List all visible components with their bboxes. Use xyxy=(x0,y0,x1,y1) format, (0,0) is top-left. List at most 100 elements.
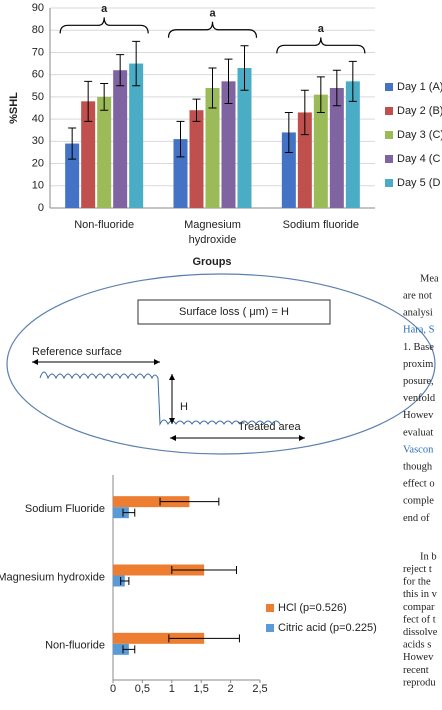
x-tick-label: hydroxide xyxy=(189,234,237,246)
x-tick-label: 0,5 xyxy=(135,683,150,695)
x-tick-label: 2 xyxy=(228,683,234,695)
text-line: reject t xyxy=(403,564,432,575)
error-bar xyxy=(192,98,201,122)
legend-swatch xyxy=(266,624,274,632)
x-tick-label: 1,5 xyxy=(194,683,209,695)
bar xyxy=(345,81,360,208)
y-tick-label: 70 xyxy=(32,46,44,58)
error-bar xyxy=(122,508,136,517)
y-axis-title: %SHL xyxy=(8,92,20,124)
text-line: recent xyxy=(403,665,429,676)
bar xyxy=(313,94,328,208)
bar xyxy=(97,96,112,208)
text-line: Howev xyxy=(403,410,434,421)
text-line: Hara, S xyxy=(403,325,435,336)
legend-label: Day 5 (D xyxy=(397,177,440,189)
error-bar xyxy=(100,83,109,111)
text-line: for the xyxy=(403,577,431,588)
formula-box xyxy=(137,299,331,325)
legend-swatch xyxy=(385,179,393,187)
formula: Surface loss ( μm) = H xyxy=(179,306,289,318)
h-label: H xyxy=(180,401,188,413)
arrow-heads xyxy=(169,374,175,424)
bar xyxy=(113,507,129,519)
bar xyxy=(81,101,96,208)
surface-diagram: Surface loss ( μm) = H Reference surface… xyxy=(6,273,436,455)
text-column: Mea are not analysi Hara, S 1. Base proxim pos… xyxy=(403,273,439,688)
y-tick-label: 90 xyxy=(32,2,44,14)
bar xyxy=(329,88,344,208)
bar xyxy=(113,643,129,655)
error-bar xyxy=(116,54,125,87)
bar xyxy=(189,110,204,208)
bar xyxy=(297,112,312,208)
y-tick-label: 60 xyxy=(32,69,44,81)
text-line: evaluat xyxy=(403,427,433,438)
error-bar xyxy=(316,76,325,113)
brace xyxy=(167,21,258,38)
x-tick-label: 1 xyxy=(169,683,175,695)
treated-label: Treated area xyxy=(238,421,301,433)
text-line: Vascon xyxy=(403,444,434,455)
brace xyxy=(59,17,149,34)
error-bar xyxy=(84,80,93,122)
error-bar xyxy=(208,67,217,109)
annotation: a xyxy=(209,8,216,20)
brace xyxy=(276,37,366,54)
text-line: this in v xyxy=(403,589,438,600)
error-bar xyxy=(120,577,130,585)
bar xyxy=(281,132,296,208)
x-axis-title: Groups xyxy=(192,256,231,268)
error-bar xyxy=(122,645,136,654)
legend-label: Day 2 (B) xyxy=(397,105,442,117)
x-tick-label: Magnesium xyxy=(184,219,241,231)
legend-label: Citric acid (p=0.225) xyxy=(278,622,377,634)
text-line: 1. Base xyxy=(403,342,434,353)
diagram-outline xyxy=(6,273,436,455)
error-bar xyxy=(240,45,249,91)
text-line: analysi xyxy=(403,308,433,319)
text-line: reprodu xyxy=(403,677,436,688)
text-line: dissolve xyxy=(403,627,438,638)
x-tick-label: Non-fluoride xyxy=(74,219,134,231)
error-bar xyxy=(159,497,220,506)
legend-swatch xyxy=(385,83,393,91)
legend-swatch xyxy=(385,131,393,139)
y-tick-label: 20 xyxy=(32,157,44,169)
error-bar xyxy=(176,120,185,158)
text-line: end of xyxy=(403,513,430,524)
legend-swatch xyxy=(385,155,393,163)
y-tick-label: 0 xyxy=(38,202,44,214)
y-tick-label: Non-fluoride xyxy=(45,640,105,652)
legend-label: Day 3 (C) xyxy=(397,129,442,141)
text-line: acids s xyxy=(403,640,431,651)
bar xyxy=(113,564,205,576)
bar xyxy=(173,139,188,208)
bar xyxy=(237,68,252,208)
x-tick-label: 0 xyxy=(110,683,116,695)
y-tick-label: 30 xyxy=(32,135,44,147)
text-line: fect of t xyxy=(403,614,436,625)
text-line: are not xyxy=(403,291,432,302)
error-bar xyxy=(332,69,341,107)
legend-label: Day 4 (C xyxy=(397,153,440,165)
y-tick-label: Sodium Fluoride xyxy=(25,503,105,515)
bar xyxy=(205,88,220,208)
legend-label: Day 1 (A) xyxy=(397,81,442,93)
annotation: a xyxy=(318,23,325,35)
text-line: proxim xyxy=(403,359,433,370)
bar xyxy=(113,632,205,644)
error-bar xyxy=(132,40,141,87)
bar xyxy=(113,496,190,508)
surface-profile xyxy=(39,371,281,426)
legend-swatch xyxy=(266,604,274,612)
y-tick-label: Magnesium hydroxide xyxy=(0,571,105,583)
text-line: In b xyxy=(420,551,437,562)
error-bar xyxy=(348,60,357,102)
text-line: venfold xyxy=(403,393,436,404)
bar xyxy=(113,70,128,208)
error-bar xyxy=(284,111,293,153)
legend-label: HCl (p=0.526) xyxy=(278,602,347,614)
text-line: though xyxy=(403,462,433,473)
